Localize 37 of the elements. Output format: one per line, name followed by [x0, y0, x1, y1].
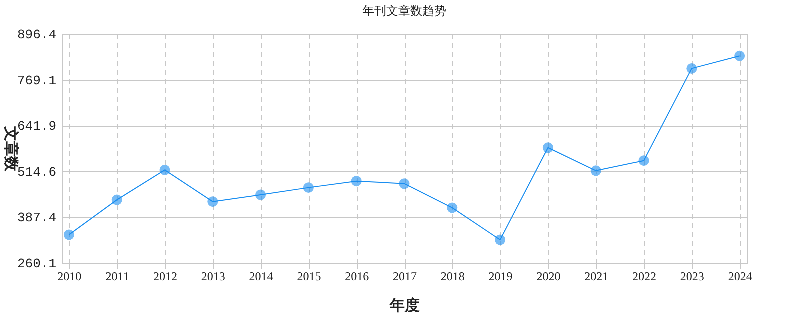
x-tick-label: 2015 [297, 270, 322, 284]
point [208, 196, 218, 208]
point [638, 156, 650, 166]
point [303, 182, 314, 194]
x-tick-label: 2012 [153, 270, 178, 284]
x-tick-label: 2024 [728, 270, 752, 284]
point [542, 142, 554, 154]
y-tick-label: 260.1 [17, 256, 57, 272]
y-tick-label: 514.6 [17, 164, 56, 180]
x-tick-label: 2021 [584, 270, 609, 284]
x-tick-label: 2020 [536, 270, 561, 284]
y-tick-label: 769.1 [17, 73, 57, 88]
point [64, 230, 74, 240]
x-tick-label: 2023 [680, 270, 704, 284]
x-tick-label: 2011 [106, 270, 130, 284]
point [495, 234, 506, 246]
x-tick-label: 2022 [632, 270, 657, 284]
point [112, 194, 122, 206]
point [447, 202, 458, 214]
x-tick-label: 2018 [440, 270, 465, 284]
point [734, 50, 746, 62]
point [160, 164, 170, 176]
x-tick-label: 2010 [58, 270, 82, 284]
y-tick-label: 896.4 [17, 28, 57, 42]
y-tick-label: 387.4 [17, 210, 57, 226]
x-axis-title: 年度 [389, 296, 420, 314]
point [256, 190, 266, 200]
chart-title: 年刊文章数趋势 [362, 4, 446, 18]
point [351, 176, 362, 187]
x-tick-label: 2019 [488, 270, 513, 284]
point [399, 178, 410, 190]
point [590, 166, 602, 176]
x-tick-label: 2014 [249, 270, 274, 284]
x-tick-label: 2016 [345, 270, 370, 284]
x-tick-label: 2017 [393, 270, 417, 284]
x-tick-label: 2013 [201, 270, 226, 284]
point [686, 63, 698, 74]
